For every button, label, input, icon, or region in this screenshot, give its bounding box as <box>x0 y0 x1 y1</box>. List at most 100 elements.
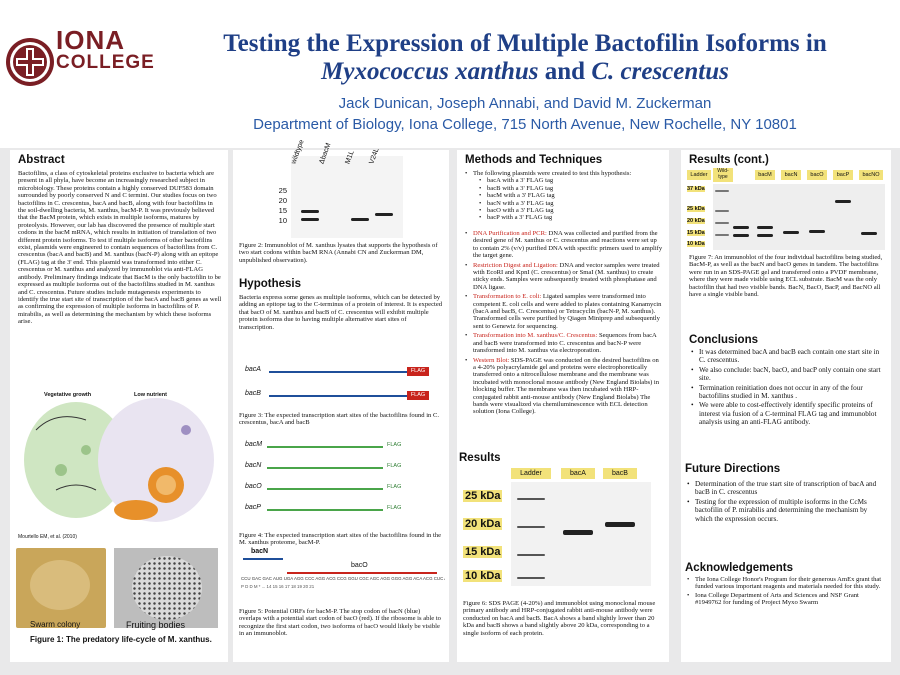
fig3-flag: FLAG <box>407 367 429 376</box>
poster-title-line2: Myxococcus xanthus and C. crescentus <box>160 58 890 86</box>
fig6-marker: 15 kDa <box>463 546 503 558</box>
poster-title-line1: Testing the Expression of Multiple Bacto… <box>223 30 827 57</box>
iona-seal-icon <box>6 38 54 86</box>
swarm-label: Swarm colony <box>30 620 81 629</box>
fig2-lane-label: V24L <box>368 147 381 165</box>
conclusions-list: It was determined bacA and bacB each con… <box>691 348 885 427</box>
abstract-heading: Abstract <box>18 154 65 166</box>
fig5-caption: Figure 5: Potential ORFs for bacM-P. The… <box>239 608 441 638</box>
title-organism-1: Myxococcus xanthus <box>321 58 539 85</box>
conclusion-item: Termination reinitiation does not occur … <box>691 384 885 401</box>
acknowledgement-item: Iona College Department of Arts and Scie… <box>687 592 885 607</box>
department: Department of Biology, Iona College, 715… <box>253 116 797 133</box>
swarm-colony-image <box>16 548 106 628</box>
plasmid-item: bacM with a 3' FLAG tag <box>479 192 663 200</box>
methods-intro-item: The following plasmids were created to t… <box>465 170 663 178</box>
methods-heading: Methods and Techniques <box>465 154 603 166</box>
fig4-flag: FLAG <box>387 505 402 511</box>
plasmid-item: bacP with a 3' FLAG tag <box>479 214 663 222</box>
fig6-caption: Figure 6: SDS PAGE (4-20%) and immunoblo… <box>463 600 656 637</box>
column-abstract: Abstract Bactofilins, a class of cytoske… <box>10 150 228 662</box>
fig7-caption: Figure 7: An immunoblot of the four indi… <box>689 254 883 299</box>
method-step-text: Sequences from bacA and bacB were transf… <box>473 332 657 355</box>
method-step-title: Transformation to E. coli: <box>473 293 542 301</box>
methods-steps: DNA Purification and PCR: DNA was collec… <box>465 230 663 416</box>
method-step: DNA Purification and PCR: DNA was collec… <box>465 230 663 260</box>
fig7-lane-label: Wild-type <box>713 168 733 182</box>
authors: Jack Dunican, Joseph Annabi, and David M… <box>338 95 712 112</box>
hypothesis-heading: Hypothesis <box>239 278 301 290</box>
fig4-flag: FLAG <box>387 484 402 490</box>
fig7-lane-label: Ladder <box>687 170 711 180</box>
method-step-title: DNA Purification and PCR: <box>473 230 547 237</box>
logo-college: COLLEGE <box>56 52 155 73</box>
future-item: Determination of the true start site of … <box>687 480 885 497</box>
future-item: Testing for the expression of multiple i… <box>687 498 885 523</box>
fig7-marker: 10 kDa <box>687 241 705 247</box>
fig3-flag: FLAG <box>407 391 429 400</box>
logo-text: IONA COLLEGE <box>56 27 155 73</box>
method-step-text: DNA was collected and purified from the … <box>473 230 663 260</box>
method-step: Transformation to E. coli: Ligated sampl… <box>465 293 663 330</box>
fig5-codon-seq: CCU GAC GAC AUG UGA AGG CCC AGG ACG CCG … <box>241 576 445 581</box>
method-step: Restriction Digest and Ligation: DNA and… <box>465 262 663 292</box>
conclusions-heading: Conclusions <box>689 334 759 346</box>
fig3-diagram: bacA FLAG bacB FLAG <box>239 360 443 410</box>
fig7-marker: 15 kDa <box>687 230 705 236</box>
acknowledgements-heading: Acknowledgements <box>685 562 793 574</box>
fig2-caption: Figure 2: Immunoblot of M. xanthus lysat… <box>239 242 438 264</box>
fig6-marker: 10 kDa <box>463 570 503 582</box>
lifecycle-diagram <box>24 398 214 522</box>
conclusion-item: We were able to cost-effectively identif… <box>691 401 885 426</box>
conclusion-item: We also conclude: bacN, bacO, and bacP o… <box>691 366 885 383</box>
fig4-gene-label: bacN <box>245 462 262 469</box>
fig4-gene-label: bacP <box>245 504 261 511</box>
fig5-sequence: bacN bacO CCU GAC GAC AUG UGA AGG CCC AG… <box>239 548 445 606</box>
method-step-title: Western Blot: <box>473 356 510 364</box>
method-step-text: DNA and vector samples were treated with… <box>473 261 660 291</box>
methods-intro: The following plasmids were created to t… <box>465 170 663 222</box>
plasmid-item: bacA with a 3' FLAG tag <box>479 177 663 185</box>
fig4-flag: FLAG <box>387 463 402 469</box>
fig4-diagram: bacM FLAG bacN FLAG bacO FLAG bacP FLAG <box>239 435 443 525</box>
column-hypothesis: wildtype ΔbacM M1L V24L 25 20 15 10 Figu… <box>233 139 449 662</box>
lifecycle-figure: Vegetative growth Low nutrient Mourtello… <box>16 390 222 546</box>
label-low-nutrient: Low nutrient <box>134 392 167 398</box>
method-step: Western Blot: SDS-PAGE was conducted on … <box>465 357 663 416</box>
title-organism-2: C. crescentus <box>591 58 729 85</box>
abstract-text: Bactofilins, a class of cytoskeletal pro… <box>18 170 222 326</box>
column-conclusions: Results (cont.) Ladder Wild-type bacM ba… <box>681 150 891 662</box>
fig2-marker: 10 <box>278 216 287 225</box>
fig4-caption: Figure 4: The expected transcription sta… <box>239 532 442 547</box>
acknowledgements-list: The Iona College Honor's Program for the… <box>687 576 885 607</box>
fig4-gene-label: bacM <box>245 441 263 448</box>
fruiting-bodies-image <box>114 548 218 628</box>
fig2-marker: 15 <box>278 206 287 215</box>
fig7-lane-label: bacNO <box>859 170 883 180</box>
fig7-marker: 37 kDa <box>687 186 705 192</box>
future-heading: Future Directions <box>685 463 781 475</box>
fig2-markers: 25 20 15 10 <box>263 186 287 226</box>
fig4-flag: FLAG <box>387 442 402 448</box>
fig1-caption: Figure 1: The predatory life-cycle of M.… <box>30 635 212 644</box>
fig6-marker: 25 kDa <box>463 490 503 502</box>
fig2-marker: 25 <box>278 186 287 195</box>
conclusion-item: It was determined bacA and bacB each con… <box>691 348 885 365</box>
fig2-immunoblot: wildtype ΔbacM M1L V24L <box>290 139 403 238</box>
column-methods: Methods and Techniques The following pla… <box>457 150 669 662</box>
method-step-title: Transformation into M. xanthus/C. Cresce… <box>473 332 598 340</box>
fig5-numbers: P D D M * ... 14 15 16 17 18 19 20 21 <box>241 584 315 589</box>
plasmid-item: bacO with a 3' FLAG tag <box>479 207 663 215</box>
fig6-gel: Ladder bacA bacB 25 kDa 20 kDa 15 kDa 10… <box>463 466 661 590</box>
plasmid-item: bacN with a 3' FLAG tag <box>479 200 663 208</box>
fig4-gene-label: bacO <box>245 483 262 490</box>
fig3-gene-label: bacA <box>245 366 261 373</box>
method-step-text: SDS-PAGE was conducted on the desired ba… <box>473 356 660 416</box>
fig6-lane-label: bacA <box>561 468 595 479</box>
fig7-lane-label: bacN <box>781 170 801 180</box>
plasmid-item: bacB with a 3' FLAG tag <box>479 185 663 193</box>
fig2-marker: 20 <box>278 196 287 205</box>
acknowledgement-item: The Iona College Honor's Program for the… <box>687 576 885 591</box>
fig7-lane-label: bacM <box>755 170 775 180</box>
figure-citation: Mourtello EM, et al. (2010) <box>18 534 77 540</box>
